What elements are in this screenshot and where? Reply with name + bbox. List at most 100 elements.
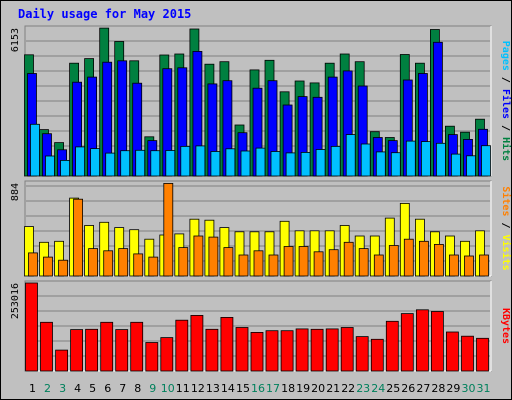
day-label-3: 3 <box>59 382 66 395</box>
day-label-30: 30 <box>462 382 476 395</box>
legend-word-kbytes: KBytes <box>500 308 511 344</box>
day-label-15: 15 <box>236 382 250 395</box>
day-label-12: 12 <box>191 382 205 395</box>
bar-kbytes-2 <box>40 321 53 372</box>
day-label-6: 6 <box>104 382 111 395</box>
bar-pages-6 <box>105 152 116 177</box>
bar-kbytes-26 <box>400 313 414 372</box>
bar-pages-18 <box>285 152 296 177</box>
bar-pages-23 <box>360 143 371 177</box>
day-label-11: 11 <box>176 382 190 395</box>
legend-visits-sites: Sites / Visits <box>500 186 512 270</box>
bar-pages-10 <box>165 150 176 177</box>
day-label-22: 22 <box>341 382 355 395</box>
bar-sites-10 <box>163 182 174 277</box>
bar-sites-13 <box>208 236 219 277</box>
day-label-13: 13 <box>206 382 220 395</box>
bar-kbytes-25 <box>385 320 399 372</box>
legend-kbytes: KBytes <box>500 308 511 344</box>
bar-kbytes-10 <box>160 337 174 372</box>
day-label-14: 14 <box>221 382 235 395</box>
bar-sites-15 <box>238 254 249 277</box>
bar-kbytes-23 <box>355 336 369 372</box>
bar-sites-21 <box>328 249 339 277</box>
bar-kbytes-19 <box>295 328 309 372</box>
day-label-9: 9 <box>149 382 156 395</box>
day-label-17: 17 <box>266 382 280 395</box>
bar-sites-19 <box>298 246 309 277</box>
bar-sites-29 <box>448 254 459 277</box>
bar-sites-18 <box>283 246 294 277</box>
y-max-label: 884 <box>10 183 21 201</box>
bar-pages-21 <box>330 145 341 177</box>
bar-kbytes-17 <box>265 330 279 372</box>
day-label-23: 23 <box>356 382 370 395</box>
bar-pages-2 <box>45 155 55 177</box>
day-label-25: 25 <box>386 382 400 395</box>
bar-sites-23 <box>358 248 369 277</box>
day-label-1: 1 <box>29 382 36 395</box>
bar-pages-13 <box>210 151 221 177</box>
bar-pages-14 <box>225 148 236 177</box>
day-label-2: 2 <box>44 382 51 395</box>
bar-kbytes-29 <box>445 331 459 372</box>
bar-kbytes-14 <box>220 316 234 372</box>
bar-kbytes-5 <box>85 328 98 372</box>
bar-pages-4 <box>75 146 85 177</box>
bar-sites-4 <box>73 198 83 277</box>
bar-pages-8 <box>135 149 146 177</box>
bar-sites-22 <box>343 241 354 277</box>
bar-kbytes-15 <box>235 327 249 372</box>
bar-pages-24 <box>375 151 386 177</box>
panel-hits-files-pages: 6153 <box>10 25 492 177</box>
bar-pages-9 <box>150 150 161 177</box>
bar-pages-12 <box>195 145 206 177</box>
bar-kbytes-30 <box>461 335 474 372</box>
day-label-16: 16 <box>251 382 265 395</box>
bar-pages-5 <box>90 148 100 177</box>
bar-kbytes-27 <box>415 309 429 372</box>
day-label-24: 24 <box>371 382 385 395</box>
day-label-8: 8 <box>134 382 141 395</box>
bar-sites-6 <box>103 250 114 277</box>
bar-kbytes-18 <box>280 330 294 372</box>
legend-hits-files-pages: Pages / Files / Hits <box>500 41 512 161</box>
bar-sites-11 <box>178 247 189 277</box>
bar-pages-31 <box>481 145 491 177</box>
bar-pages-3 <box>60 159 70 177</box>
day-label-26: 26 <box>401 382 415 395</box>
bar-kbytes-13 <box>205 328 219 372</box>
bar-sites-8 <box>133 253 144 277</box>
legend-separator: / <box>500 119 511 137</box>
bar-sites-27 <box>418 240 429 277</box>
panel-kbytes: 253016 <box>10 280 492 372</box>
bar-pages-29 <box>450 153 461 177</box>
bar-kbytes-1 <box>25 282 38 372</box>
series-kbytes <box>25 282 489 372</box>
bar-pages-7 <box>120 150 131 177</box>
bar-pages-1 <box>30 123 40 177</box>
bar-kbytes-12 <box>190 314 204 372</box>
bar-kbytes-9 <box>145 342 159 372</box>
bar-sites-16 <box>253 250 264 277</box>
bar-pages-16 <box>255 147 266 177</box>
legend-separator: / <box>500 216 511 234</box>
bar-pages-28 <box>435 142 446 177</box>
legend-word-sites: Sites <box>500 186 512 216</box>
legend-word-hits: Hits <box>500 137 512 161</box>
legend-separator: / <box>500 71 511 89</box>
bar-kbytes-22 <box>340 327 354 372</box>
bar-kbytes-21 <box>325 328 339 372</box>
legend-word-pages: Pages <box>500 41 511 71</box>
bar-pages-27 <box>420 141 431 177</box>
day-label-4: 4 <box>74 382 81 395</box>
bar-sites-7 <box>118 248 129 277</box>
bar-pages-26 <box>405 140 416 177</box>
bar-pages-22 <box>345 134 356 177</box>
bar-kbytes-6 <box>100 321 114 372</box>
bar-sites-12 <box>193 235 204 277</box>
bar-pages-25 <box>390 152 401 177</box>
day-label-5: 5 <box>89 382 96 395</box>
series-pages <box>30 123 491 177</box>
